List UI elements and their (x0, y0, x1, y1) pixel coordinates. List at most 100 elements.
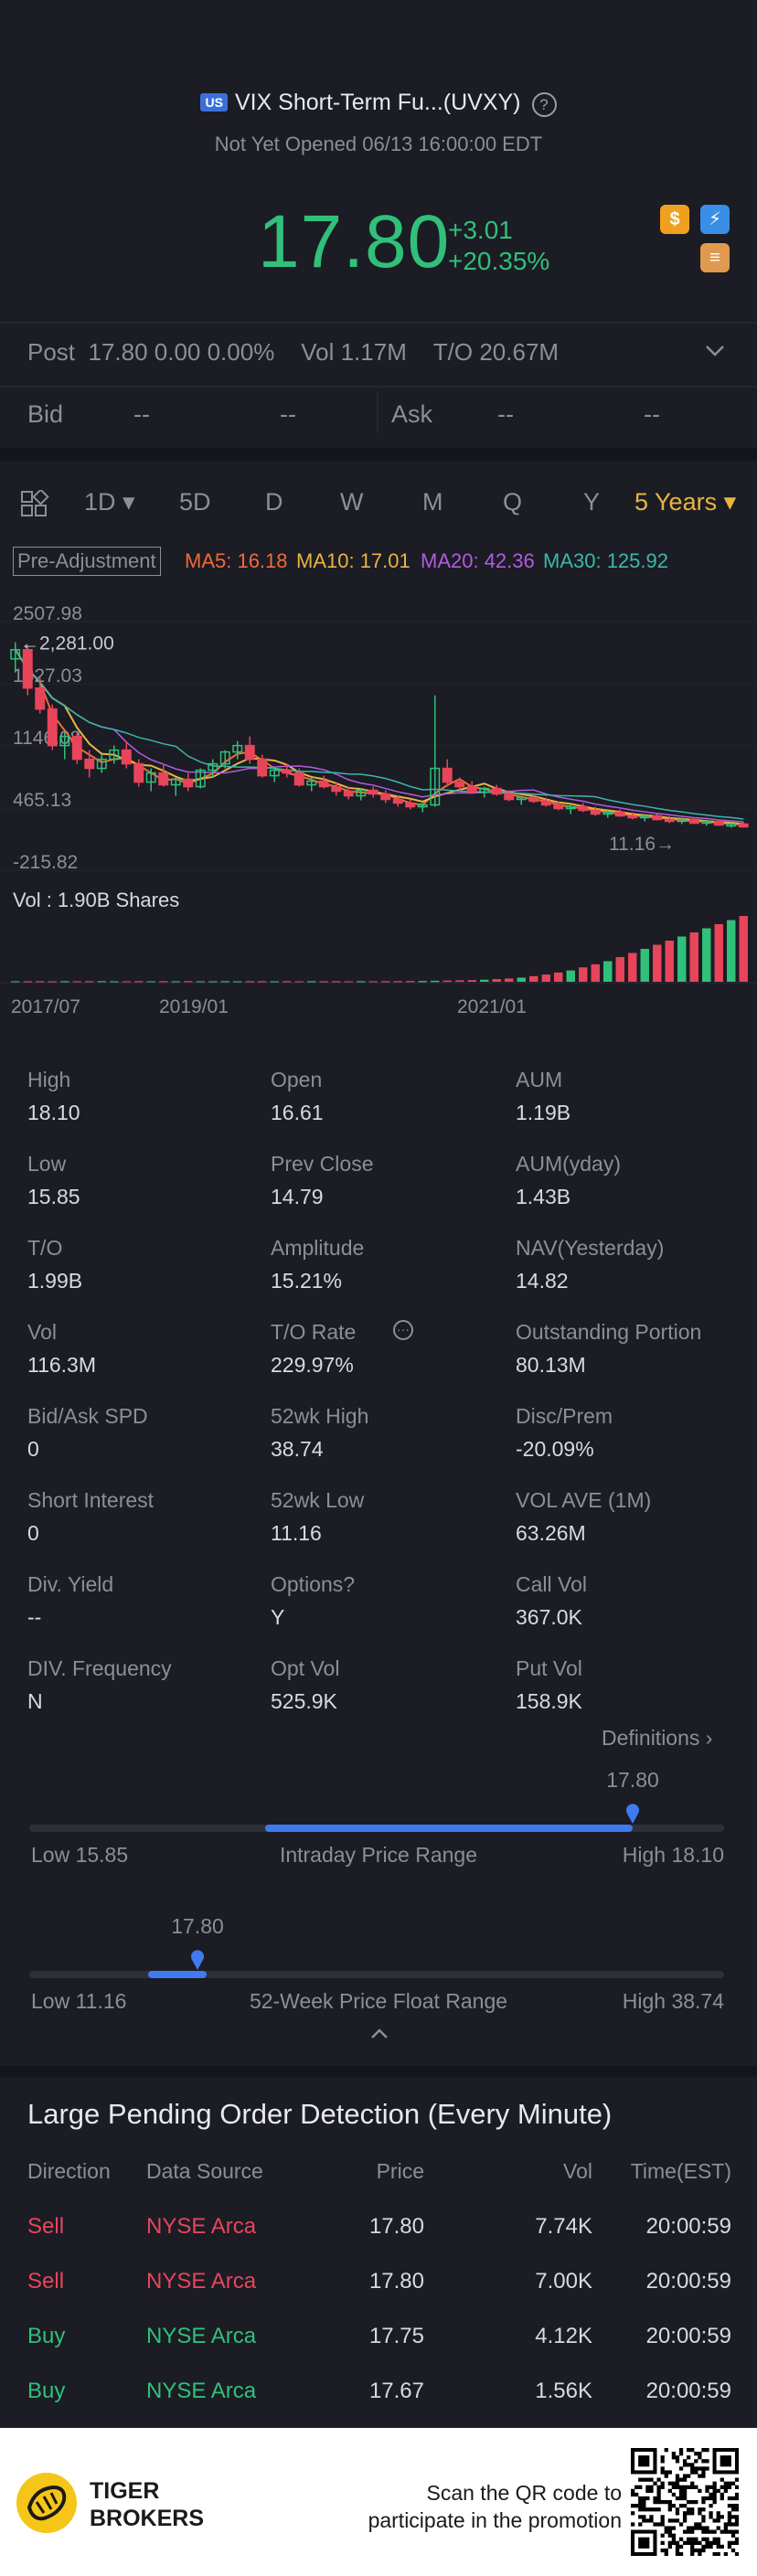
week52-track (29, 1971, 724, 1978)
lightning-icon[interactable]: ⚡ (700, 205, 730, 234)
candle-body (257, 758, 268, 777)
qr-module (694, 2548, 698, 2553)
pending-time: 20:00:59 (645, 2269, 731, 2294)
candle-body (269, 769, 280, 777)
qr-module (727, 2529, 732, 2534)
tab-0[interactable]: 1D ▾ (84, 488, 135, 516)
qr-module (698, 2511, 702, 2516)
qr-module (723, 2551, 728, 2556)
qr-module (716, 2551, 720, 2556)
candle-body (479, 787, 490, 793)
layout-grid-icon[interactable] (20, 488, 51, 517)
pending-time: 20:00:59 (645, 2214, 731, 2239)
pending-price: 17.67 (368, 2379, 424, 2403)
qr-module (645, 2488, 650, 2494)
candle-body (232, 744, 243, 753)
qr-module (709, 2492, 713, 2497)
chevron-up-icon (371, 2028, 388, 2038)
volume-bar (615, 957, 624, 982)
tab-5[interactable]: Q (503, 488, 523, 516)
volume-bar (110, 981, 119, 983)
stat-label: NAV(Yesterday) (516, 1236, 665, 1260)
qr-caption-line-1: Scan the QR code to (426, 2481, 622, 2505)
qr-module (631, 2504, 635, 2508)
qr-module (694, 2526, 698, 2530)
qr-module (698, 2488, 702, 2494)
candlestick-chart[interactable]: 2507.981827.031146.08465.13-215.82←2,281… (0, 594, 757, 1024)
help-icon[interactable]: ? (531, 92, 557, 117)
qr-module (698, 2522, 702, 2527)
qr-module (727, 2544, 732, 2549)
qr-module (678, 2544, 684, 2549)
tab-6[interactable]: Y (583, 488, 601, 516)
qr-module (687, 2526, 691, 2530)
candle-body (627, 814, 638, 819)
volume-bar (727, 920, 736, 982)
qr-module (698, 2466, 702, 2471)
qr-module (716, 2544, 720, 2549)
qr-module (727, 2540, 732, 2545)
candle-body (10, 649, 21, 660)
tab-3[interactable]: W (340, 488, 364, 516)
qr-module (656, 2488, 661, 2494)
candle-body (343, 790, 354, 797)
pending-vol: 7.00K (535, 2269, 592, 2294)
candle-body (639, 814, 650, 819)
qr-module (660, 2548, 665, 2553)
candle-body (208, 762, 219, 772)
qr-module (734, 2518, 739, 2523)
dollar-icon[interactable]: $ (660, 205, 689, 234)
qr-module (649, 2515, 654, 2519)
volume-bar (653, 944, 662, 982)
qr-module (649, 2518, 654, 2523)
qr-module (727, 2504, 732, 2508)
qr-module (730, 2481, 736, 2486)
volume-bar (566, 970, 575, 982)
volume-bar (270, 981, 279, 983)
last-price: 17.80 (258, 200, 451, 283)
qr-module (687, 2448, 691, 2453)
qr-module (660, 2455, 665, 2460)
definitions-link[interactable]: Definitions › (602, 1726, 712, 1751)
qr-module (730, 2522, 736, 2527)
qr-module (701, 2499, 706, 2505)
qr-module (690, 2466, 695, 2471)
qr-code[interactable] (631, 2448, 739, 2556)
pre-adjustment-toggle[interactable]: Pre-Adjustment (13, 547, 161, 576)
candle-body (244, 744, 255, 761)
qr-module (690, 2548, 695, 2553)
qr-module (698, 2551, 702, 2556)
qr-module (667, 2533, 672, 2538)
volume-bar (541, 974, 550, 982)
chevron-down-icon[interactable] (704, 340, 726, 364)
tab-1[interactable]: 5D (179, 488, 211, 516)
stat-value: -20.09% (516, 1437, 594, 1461)
qr-module (678, 2448, 684, 2453)
section-gap (0, 2066, 757, 2077)
candle-body (417, 804, 428, 808)
volume-bar (579, 967, 588, 982)
tab-4[interactable]: M (422, 488, 443, 516)
qr-module (712, 2540, 717, 2545)
qr-module (734, 2477, 739, 2482)
ma10-label: MA10: 17.01 (296, 549, 410, 572)
more-info-icon[interactable]: ··· (393, 1320, 413, 1340)
volume-bar (258, 981, 267, 983)
qr-module (701, 2448, 706, 2453)
post-market-row: Post 17.80 0.00 0.00% Vol 1.17M T/O 20.6… (27, 338, 559, 367)
y-tick-label: 1146.08 (13, 728, 80, 749)
stat-value: Y (271, 1605, 285, 1629)
volume-bar (677, 936, 687, 982)
tab-2[interactable]: D (265, 488, 283, 516)
candle-body (59, 735, 70, 747)
stack-icon[interactable]: ≡ (700, 243, 730, 272)
qr-module (638, 2522, 643, 2527)
stat-label: Opt Vol (271, 1656, 340, 1680)
qr-module (675, 2481, 680, 2486)
tab-7[interactable]: 5 Years ▾ (634, 488, 737, 516)
volume-bar (184, 981, 193, 983)
volume-bar (196, 981, 205, 983)
qr-module (675, 2507, 680, 2512)
qr-module (687, 2455, 691, 2460)
week52-low: Low 11.16 (31, 1989, 127, 2013)
